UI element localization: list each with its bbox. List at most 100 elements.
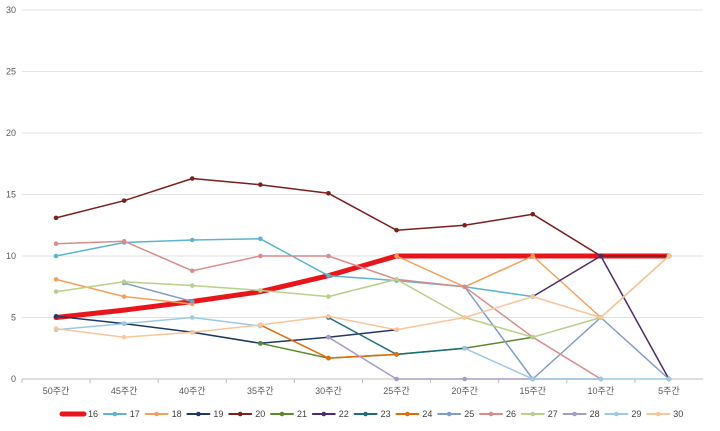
data-point-18 xyxy=(121,294,127,299)
data-point-20 xyxy=(189,176,195,181)
legend-marker xyxy=(279,411,285,417)
legend-marker xyxy=(363,411,368,417)
data-point-30 xyxy=(666,253,672,259)
legend-label: 22 xyxy=(339,409,349,419)
x-tick-label: 45주간 xyxy=(111,386,138,396)
data-point-27 xyxy=(326,294,331,299)
x-tick-label: 15주간 xyxy=(519,386,546,396)
legend-item-25: 25 xyxy=(437,409,474,419)
x-tick-label: 20주간 xyxy=(451,386,478,396)
data-point-29 xyxy=(189,315,195,320)
series-line-27 xyxy=(55,255,670,338)
series-line-20 xyxy=(55,177,670,257)
y-tick-label: 10 xyxy=(6,251,16,261)
series-16 xyxy=(53,253,672,320)
series-29 xyxy=(53,315,672,382)
data-point-20 xyxy=(530,211,536,217)
data-point-30 xyxy=(530,294,536,299)
legend-label: 29 xyxy=(631,409,641,419)
data-point-26 xyxy=(121,238,127,244)
data-point-29 xyxy=(462,345,467,351)
legend-label: 24 xyxy=(422,409,432,419)
series-line-29 xyxy=(463,347,670,380)
data-point-27 xyxy=(53,289,59,294)
legend-label: 20 xyxy=(255,409,265,419)
x-tick-label: 30주간 xyxy=(315,386,342,396)
data-point-24 xyxy=(326,355,331,361)
legend-item-20: 20 xyxy=(228,409,265,419)
legend-marker xyxy=(530,411,536,417)
series-line-29 xyxy=(55,316,262,331)
series-line-28 xyxy=(327,336,602,380)
gridlines xyxy=(22,9,703,380)
data-point-27 xyxy=(258,288,263,293)
legend-item-28: 28 xyxy=(562,409,600,419)
legend-label: 25 xyxy=(464,409,474,419)
legend-label: 26 xyxy=(506,409,516,419)
legend-marker xyxy=(446,411,452,417)
legend-marker xyxy=(321,411,327,417)
series-line-30 xyxy=(55,255,670,338)
y-tick-label: 5 xyxy=(11,313,16,323)
series-20 xyxy=(53,176,672,259)
series-30 xyxy=(53,253,672,340)
series-line-25 xyxy=(123,282,194,303)
legend-item-17: 17 xyxy=(102,409,140,419)
data-point-20 xyxy=(53,215,59,221)
series-line-18 xyxy=(395,255,670,319)
data-point-25 xyxy=(189,299,195,304)
legend-item-24: 24 xyxy=(395,409,432,419)
data-point-28 xyxy=(394,376,399,382)
legend-marker xyxy=(614,411,619,417)
legend-label: 19 xyxy=(213,409,223,419)
legend-item-30: 30 xyxy=(646,409,683,419)
data-point-27 xyxy=(394,277,399,282)
legend-label: 23 xyxy=(381,409,391,419)
data-point-29 xyxy=(598,376,604,382)
legend-label: 17 xyxy=(130,409,140,419)
x-tick-label: 5주간 xyxy=(658,386,680,396)
legend-label: 18 xyxy=(172,409,182,419)
data-point-30 xyxy=(189,329,195,335)
legend-item-19: 19 xyxy=(186,409,223,419)
series-19 xyxy=(53,313,399,346)
legend-item-29: 29 xyxy=(604,409,641,419)
data-point-30 xyxy=(462,315,467,320)
legend-item-16: 16 xyxy=(59,409,98,419)
data-point-20 xyxy=(121,198,127,203)
data-point-20 xyxy=(258,182,263,187)
y-tick-label: 25 xyxy=(6,67,16,77)
legend-label: 28 xyxy=(590,409,600,419)
x-tick-label: 25주간 xyxy=(383,386,410,396)
y-tick-label: 20 xyxy=(6,128,16,138)
data-point-21 xyxy=(258,341,263,346)
data-point-26 xyxy=(462,284,467,290)
axes: 0 5 10 15 20 25 30 50주간 45주간 40주간 35주간 30주간 25주간 20주간… xyxy=(6,5,680,396)
x-tick-label: 50주간 xyxy=(43,386,70,396)
legend-marker xyxy=(237,411,243,417)
y-tick-label: 0 xyxy=(11,374,16,384)
data-point-17 xyxy=(53,253,59,259)
legend-marker xyxy=(488,411,494,417)
legend-marker xyxy=(154,411,159,417)
series-line-17 xyxy=(55,238,534,298)
y-tick-label: 30 xyxy=(6,5,16,15)
data-point-18 xyxy=(530,253,536,259)
data-point-28 xyxy=(462,376,467,382)
legend-item-27: 27 xyxy=(520,409,558,419)
series-line-25 xyxy=(463,286,670,380)
data-point-30 xyxy=(258,322,263,328)
legend-item-21: 21 xyxy=(270,409,307,419)
x-tick-label: 40주간 xyxy=(179,386,206,396)
legend-item-22: 22 xyxy=(311,409,349,419)
data-point-30 xyxy=(598,315,604,320)
series-17 xyxy=(53,236,536,299)
data-point-17 xyxy=(258,236,263,242)
data-point-24 xyxy=(394,352,399,357)
data-point-19 xyxy=(53,313,59,319)
legend-label: 27 xyxy=(548,409,558,419)
legend-marker xyxy=(572,411,577,417)
legend-marker xyxy=(112,411,118,417)
legend-item-23: 23 xyxy=(353,409,391,419)
